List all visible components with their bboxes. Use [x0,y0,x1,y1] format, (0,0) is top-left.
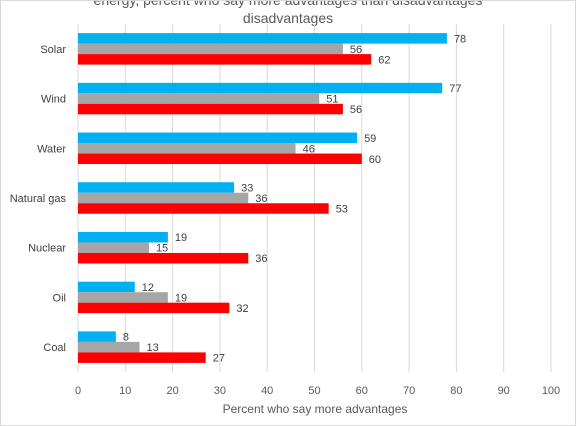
data-label-s1-c1: 51 [326,94,338,106]
data-label-s0-c0: 78 [454,33,466,45]
data-label-s2-c0: 62 [378,54,390,66]
data-label-s0-c6: 8 [123,332,129,344]
data-label-s1-c3: 36 [255,193,267,205]
bar-s2-c0 [78,54,372,65]
bar-s2-c3 [78,203,329,214]
data-label-s2-c2: 60 [369,154,381,166]
category-label-6: Coal [43,342,66,354]
bar-s1-c3 [78,192,249,204]
bar-s0-c6 [78,331,116,342]
data-label-s2-c4: 36 [255,253,267,265]
data-label-s1-c0: 56 [350,44,362,56]
bar-s0-c4 [78,231,168,243]
x-axis-label: Percent who say more advantages [223,402,408,416]
category-label-4: Nuclear [28,243,66,255]
bars [78,33,447,363]
category-label-5: Oil [53,292,66,304]
category-label-0: Solar [40,44,66,56]
bar-s0-c3 [78,182,235,193]
data-label-s0-c4: 19 [175,232,187,244]
chart-title-line-2: disadvantages [242,10,334,26]
x-tick-label-6: 60 [356,385,368,397]
chart-title-line-1: energy, percent who say more advantages … [93,0,483,8]
x-tick-label-1: 10 [119,385,131,397]
x-tick-label-9: 90 [498,385,510,397]
bar-s1-c1 [78,93,320,104]
x-tick-label-3: 30 [214,385,226,397]
x-tick-label-7: 70 [403,385,415,397]
bar-s0-c1 [78,82,443,94]
data-labels: 7856627751565946603336531915361219328132… [123,33,466,364]
data-label-s0-c2: 59 [364,133,376,145]
x-tick-labels: 0 10 20 30 40 50 60 70 80 90 100 [75,385,560,397]
x-tick-label-4: 40 [261,385,273,397]
data-label-s2-c6: 27 [213,353,225,365]
x-tick-label-10: 100 [542,385,560,397]
bar-s0-c2 [78,132,358,144]
data-label-s0-c5: 12 [142,282,154,294]
bar-s1-c2 [78,143,296,154]
category-labels: Solar Wind Water Natural gas Nuclear Oil Coal [10,44,67,354]
bar-s2-c2 [78,153,362,165]
x-tick-label-5: 50 [308,385,320,397]
data-label-s1-c5: 19 [175,292,187,304]
bar-s1-c0 [78,43,343,55]
bar-s2-c6 [78,352,206,363]
data-label-s0-c3: 33 [241,183,253,195]
data-label-s1-c6: 13 [146,342,158,354]
bar-s2-c1 [78,103,343,115]
x-tick-label-8: 80 [450,385,462,397]
bar-s1-c4 [78,242,149,253]
bar-s0-c5 [78,281,135,293]
data-label-s2-c1: 56 [350,104,362,116]
x-tick-label-0: 0 [75,385,81,397]
chart-title: energy, percent who say more advantages … [0,0,576,27]
category-label-2: Water [37,143,66,155]
data-label-s1-c2: 46 [303,143,315,155]
bar-s0-c0 [78,33,447,44]
bar-s2-c4 [78,252,249,264]
data-label-s2-c5: 32 [236,303,248,315]
data-label-s0-c1: 77 [449,83,461,95]
bar-s1-c5 [78,292,168,303]
category-label-3: Natural gas [10,193,67,205]
data-label-s1-c4: 15 [156,243,168,255]
bar-s2-c5 [78,302,230,314]
category-label-1: Wind [41,94,66,106]
x-tick-label-2: 20 [166,385,178,397]
bar-s1-c6 [78,341,140,353]
data-label-s2-c3: 53 [336,204,348,216]
